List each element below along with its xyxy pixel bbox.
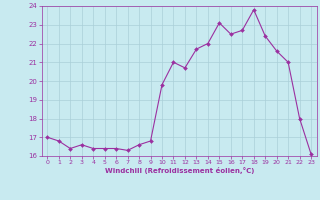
X-axis label: Windchill (Refroidissement éolien,°C): Windchill (Refroidissement éolien,°C) — [105, 167, 254, 174]
